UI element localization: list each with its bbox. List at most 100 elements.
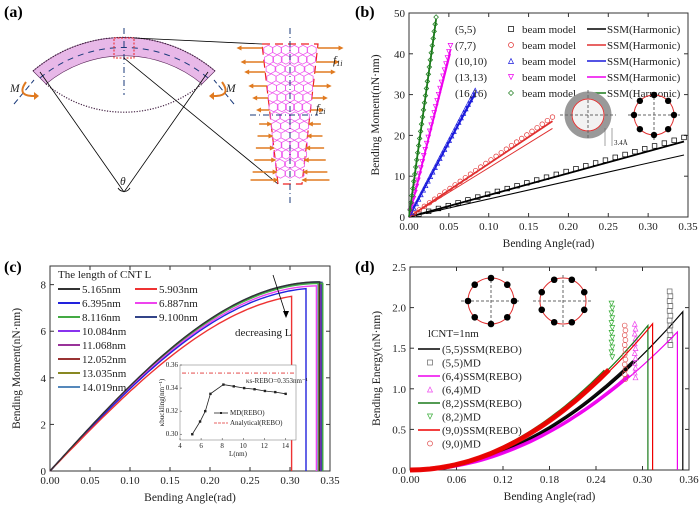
x-tick-label: 0.35 <box>320 475 340 487</box>
md-marker-(8,2)MD <box>609 315 616 322</box>
x-tick-label: 0.10 <box>479 221 499 233</box>
legend-marker <box>426 413 434 420</box>
inset-x-tick-label: 10 <box>240 442 248 450</box>
legend-beam-label: beam model <box>522 24 576 36</box>
hexagon-cell <box>294 82 304 94</box>
hexagon-cell <box>281 149 291 160</box>
md-point <box>284 392 287 396</box>
cnt-arc-centerline <box>39 47 209 79</box>
md-marker-(6,4)MD <box>631 349 638 356</box>
beam-marker <box>534 125 540 131</box>
hexagon-cell <box>267 92 278 103</box>
band-(9,0)SSM(REBO) <box>409 368 611 473</box>
legend-label: (9,0)SSM(REBO) <box>442 425 522 437</box>
carbon-atom <box>580 306 588 314</box>
moment-arrowhead-left <box>34 92 39 100</box>
y-tick-label: 20 <box>394 130 406 142</box>
legend-marker <box>508 42 514 48</box>
inset-y-label: κbuckling(nm⁻¹) <box>158 378 166 426</box>
curve-6.395nm <box>49 287 307 472</box>
legend-label: (8,2)MD <box>442 412 481 424</box>
hexagon-cell <box>289 54 300 65</box>
hexagon-cell <box>275 73 286 84</box>
legend-ssm-label: SSM(Harmonic) <box>607 40 681 52</box>
legend-label: 5.165nm <box>82 284 121 296</box>
y-tick-label: 1.5 <box>392 343 406 355</box>
hexagon-cell <box>297 149 308 160</box>
hexagon-cell <box>289 130 300 141</box>
md-marker-(9,0)MD <box>622 327 629 334</box>
legend-label: 13.035nm <box>82 368 127 380</box>
beam-marker <box>612 154 618 160</box>
hexagon-cell <box>289 149 299 160</box>
md-marker-(8,2)MD <box>608 320 615 327</box>
md-marker-(8,2)MD <box>608 330 615 336</box>
force-arrowhead <box>334 59 340 65</box>
hexagon-cell <box>272 44 282 56</box>
moment-arrow-right <box>213 81 227 97</box>
cnt-arc-inner <box>45 83 203 113</box>
beam-marker <box>447 42 454 49</box>
hexagon-cell <box>294 63 305 75</box>
legend-label: 11.068nm <box>82 340 126 352</box>
beam-marker <box>529 128 535 134</box>
beam-marker <box>549 114 556 120</box>
carbon-atom <box>538 288 546 296</box>
x-tick-label: 0.15 <box>519 221 539 233</box>
carbon-atom <box>464 297 472 305</box>
x-tick-label: 0.18 <box>540 474 560 486</box>
legend-label: 9.100nm <box>159 312 198 324</box>
x-tick-label: 0.15 <box>160 475 180 487</box>
panel-b-chart: (b) 0.00 0.05 0.10 0.15 0.20 0.25 0.30 0.35 0 10 20… <box>355 4 698 250</box>
md-marker-(6,4)MD <box>632 364 639 371</box>
x-tick-label: 0.35 <box>678 221 698 233</box>
hexagon-cell <box>285 168 295 179</box>
hexagon-cell <box>289 139 300 151</box>
x-tick-label: 0.30 <box>639 221 659 233</box>
curve-5.165nm <box>49 281 321 472</box>
x-axis-label: Bending Angle(rad) <box>144 492 236 504</box>
carbon-atom <box>568 318 576 326</box>
carbon-atom <box>670 111 678 119</box>
force-arrowhead <box>303 157 309 163</box>
force-arrowhead <box>318 107 324 113</box>
hexagon-cell <box>302 82 313 94</box>
x-axis-label: Bending Angle(rad) <box>503 238 595 250</box>
y-tick-label: 0 <box>400 212 406 224</box>
beam-marker <box>544 117 551 124</box>
decreasing-arrow <box>272 274 287 316</box>
hexagon-cell <box>267 82 278 94</box>
x-tick-label: 0.00 <box>40 475 60 487</box>
spacing-label: 3.4Å <box>614 139 628 147</box>
md-point <box>198 420 202 423</box>
force-arrows <box>236 45 344 183</box>
hexagon-cell <box>276 92 287 103</box>
hexagon-cell <box>270 120 281 132</box>
md-point <box>263 389 267 393</box>
hexagon-cell <box>293 92 304 103</box>
right-axis <box>213 79 235 105</box>
ssm-line <box>408 140 685 218</box>
md-marker-(9,0)MD <box>622 376 629 382</box>
legend-chirality: (10,10) <box>455 56 487 68</box>
hexagon-cell <box>299 111 310 122</box>
legend-label: 10.084nm <box>82 326 127 338</box>
series-(16,16) <box>407 14 439 218</box>
force-arrowhead <box>330 69 336 75</box>
y-tick-label: 0 <box>41 466 47 478</box>
y-tick-label: 0.0 <box>392 465 406 477</box>
legend-label: 6.887nm <box>159 298 198 310</box>
zoom-line-lower <box>123 57 279 185</box>
md-point <box>274 390 277 394</box>
x-tick-label: 0.30 <box>280 475 300 487</box>
series-(10,10) <box>408 87 479 218</box>
force-arrowhead <box>306 133 312 139</box>
hexagon-cell <box>298 44 308 56</box>
force-arrowhead <box>305 145 311 151</box>
md-marker-(5,5)MD <box>666 288 673 295</box>
force-arrowhead <box>272 169 278 175</box>
hexagon-cell <box>289 111 300 122</box>
x-tick-label: 0.25 <box>240 475 260 487</box>
inset-x-tick-label: 4 <box>178 442 182 450</box>
